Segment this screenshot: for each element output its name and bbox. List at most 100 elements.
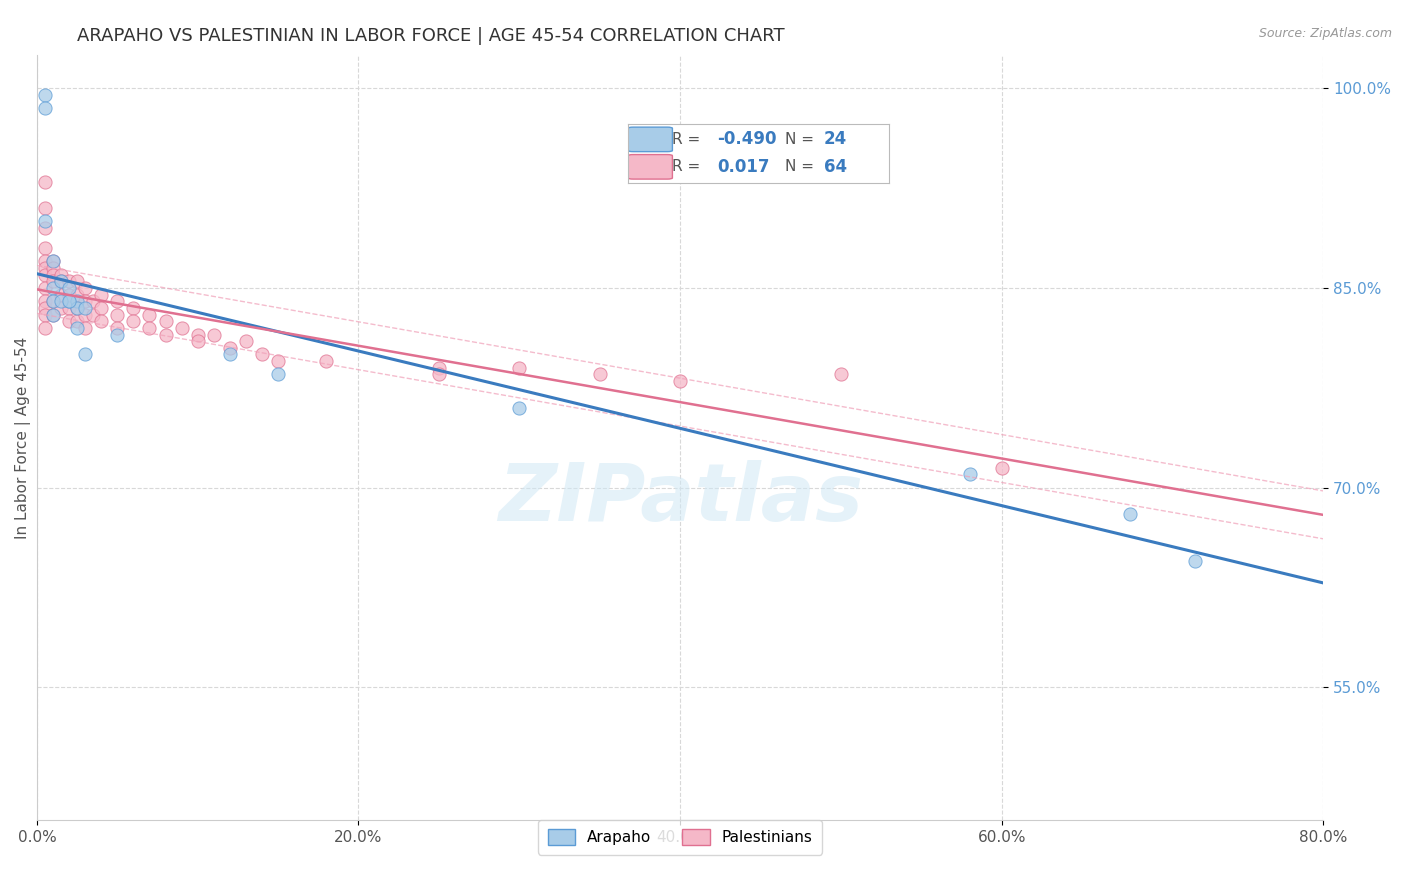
Point bbox=[66, 294, 89, 309]
Point bbox=[122, 314, 145, 328]
Point bbox=[218, 347, 240, 361]
Point bbox=[138, 321, 160, 335]
Point bbox=[42, 294, 65, 309]
Point bbox=[155, 314, 177, 328]
Point bbox=[170, 321, 193, 335]
Point bbox=[34, 260, 56, 275]
Point bbox=[34, 308, 56, 322]
Point bbox=[49, 287, 72, 301]
Text: N =: N = bbox=[785, 160, 814, 174]
Point bbox=[82, 308, 104, 322]
Point bbox=[42, 308, 65, 322]
Text: Source: ZipAtlas.com: Source: ZipAtlas.com bbox=[1258, 27, 1392, 40]
Text: ARAPAHO VS PALESTINIAN IN LABOR FORCE | AGE 45-54 CORRELATION CHART: ARAPAHO VS PALESTINIAN IN LABOR FORCE | … bbox=[77, 27, 785, 45]
Point bbox=[42, 254, 65, 268]
Point bbox=[58, 294, 80, 309]
Point bbox=[66, 321, 89, 335]
Point bbox=[267, 354, 290, 368]
Point bbox=[49, 301, 72, 315]
Point bbox=[187, 334, 209, 348]
Point bbox=[49, 274, 72, 288]
Point bbox=[42, 294, 65, 309]
Point bbox=[267, 368, 290, 382]
Point bbox=[105, 308, 128, 322]
Point bbox=[105, 327, 128, 342]
Point bbox=[66, 301, 89, 315]
Point bbox=[315, 354, 337, 368]
Y-axis label: In Labor Force | Age 45-54: In Labor Force | Age 45-54 bbox=[15, 336, 31, 539]
Point bbox=[82, 294, 104, 309]
Point bbox=[138, 308, 160, 322]
Point bbox=[1184, 554, 1206, 568]
Point bbox=[34, 268, 56, 282]
Point bbox=[830, 368, 852, 382]
Point bbox=[66, 287, 89, 301]
Point bbox=[669, 374, 692, 388]
Point bbox=[42, 308, 65, 322]
Point bbox=[34, 241, 56, 255]
Point bbox=[34, 301, 56, 315]
Point bbox=[58, 281, 80, 295]
Point bbox=[427, 368, 450, 382]
Point bbox=[75, 347, 97, 361]
Point bbox=[90, 314, 112, 328]
Text: -0.490: -0.490 bbox=[717, 130, 776, 148]
Point bbox=[49, 274, 72, 288]
Text: 64: 64 bbox=[824, 158, 848, 176]
Point bbox=[58, 301, 80, 315]
Point bbox=[66, 274, 89, 288]
Point bbox=[122, 301, 145, 315]
Point bbox=[34, 254, 56, 268]
Text: 0.017: 0.017 bbox=[717, 158, 769, 176]
Text: R =: R = bbox=[672, 132, 700, 147]
Text: 24: 24 bbox=[824, 130, 848, 148]
Point bbox=[959, 467, 981, 482]
Point bbox=[34, 88, 56, 103]
Point bbox=[508, 401, 530, 415]
Point bbox=[66, 301, 89, 315]
Point bbox=[187, 327, 209, 342]
Point bbox=[49, 268, 72, 282]
Point bbox=[34, 101, 56, 115]
Point bbox=[58, 314, 80, 328]
Point bbox=[589, 368, 612, 382]
Point bbox=[990, 460, 1012, 475]
Point bbox=[49, 294, 72, 309]
Point bbox=[427, 360, 450, 375]
Point bbox=[34, 294, 56, 309]
Point bbox=[105, 321, 128, 335]
Point bbox=[42, 254, 65, 268]
Point bbox=[75, 308, 97, 322]
Point bbox=[235, 334, 257, 348]
Point bbox=[155, 327, 177, 342]
Point bbox=[250, 347, 273, 361]
Point bbox=[218, 341, 240, 355]
Point bbox=[34, 321, 56, 335]
Point bbox=[42, 260, 65, 275]
Point bbox=[58, 294, 80, 309]
Legend: Arapaho, Palestinians: Arapaho, Palestinians bbox=[538, 821, 823, 855]
Point bbox=[75, 294, 97, 309]
FancyBboxPatch shape bbox=[628, 154, 672, 179]
Point bbox=[75, 321, 97, 335]
Text: N =: N = bbox=[785, 132, 814, 147]
Point bbox=[42, 268, 65, 282]
Point bbox=[75, 301, 97, 315]
Point bbox=[105, 294, 128, 309]
Point bbox=[34, 281, 56, 295]
Point bbox=[34, 175, 56, 189]
Point bbox=[66, 314, 89, 328]
FancyBboxPatch shape bbox=[628, 128, 672, 152]
Point bbox=[42, 274, 65, 288]
Point bbox=[42, 281, 65, 295]
Point bbox=[75, 281, 97, 295]
Point bbox=[34, 214, 56, 228]
Point bbox=[58, 287, 80, 301]
Point bbox=[508, 360, 530, 375]
Point bbox=[34, 221, 56, 235]
Text: ZIPatlas: ZIPatlas bbox=[498, 459, 863, 538]
Point bbox=[90, 287, 112, 301]
Point bbox=[34, 201, 56, 215]
Point bbox=[90, 301, 112, 315]
Point bbox=[202, 327, 225, 342]
